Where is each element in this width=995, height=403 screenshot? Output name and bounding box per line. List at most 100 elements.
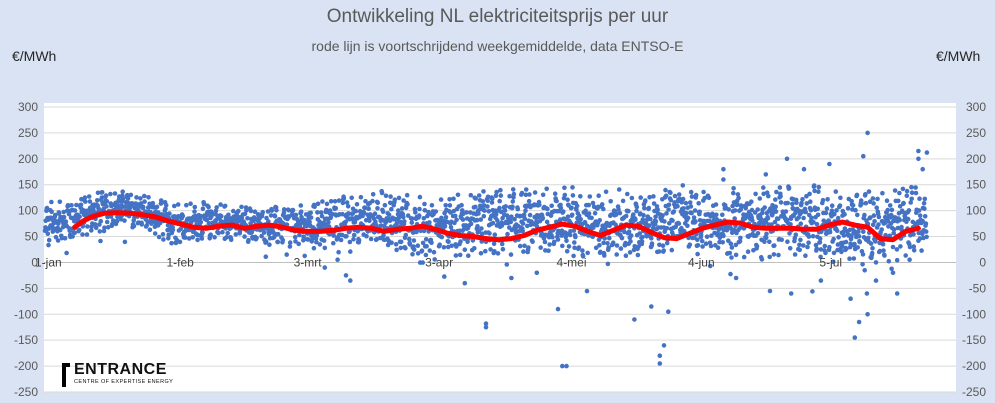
price-point — [670, 218, 675, 223]
price-point — [731, 186, 736, 191]
price-point — [526, 198, 532, 204]
price-point — [159, 200, 164, 205]
price-point — [447, 197, 452, 202]
price-point — [305, 237, 311, 242]
price-point — [919, 248, 924, 253]
price-point-outlier — [462, 280, 468, 286]
price-point — [597, 218, 602, 223]
price-point — [195, 237, 200, 243]
price-point — [785, 239, 790, 244]
price-point — [128, 192, 134, 198]
price-point — [340, 200, 346, 206]
price-point — [527, 192, 532, 197]
price-point-outlier — [852, 335, 858, 340]
price-point-outlier — [560, 363, 565, 369]
price-point — [308, 210, 314, 216]
price-point — [886, 258, 892, 264]
price-point — [104, 199, 110, 204]
price-point — [494, 189, 499, 195]
price-point — [801, 243, 806, 248]
price-point — [897, 204, 903, 209]
price-point — [767, 239, 772, 245]
price-point — [653, 214, 658, 220]
price-point — [512, 217, 517, 222]
price-point — [761, 185, 766, 190]
price-point — [267, 242, 272, 247]
price-point — [664, 211, 669, 216]
price-point — [84, 232, 90, 237]
price-point — [274, 208, 279, 213]
price-point — [375, 200, 381, 205]
price-point — [763, 219, 769, 224]
price-point — [862, 212, 867, 218]
price-point — [44, 205, 50, 211]
price-point — [206, 221, 212, 226]
price-point — [837, 203, 843, 208]
price-point — [626, 208, 631, 214]
price-point — [843, 239, 849, 245]
price-point — [468, 192, 474, 198]
price-point-outlier — [657, 361, 663, 366]
y-tick-label-right: 50 — [973, 230, 987, 244]
price-point — [648, 216, 653, 222]
price-point — [876, 214, 882, 220]
price-point — [154, 204, 160, 210]
x-tick-label: 1-feb — [166, 255, 194, 269]
price-point — [667, 221, 672, 226]
price-point — [520, 221, 526, 226]
price-point — [332, 199, 338, 204]
price-point-outlier — [890, 270, 896, 276]
price-point — [636, 244, 641, 249]
price-point — [401, 214, 406, 220]
price-point — [733, 252, 739, 258]
price-point — [709, 233, 714, 238]
price-point — [550, 234, 555, 240]
price-point — [224, 235, 229, 240]
price-point — [409, 220, 415, 225]
price-point — [290, 208, 296, 213]
price-point — [244, 208, 249, 213]
x-tick-label: 4-jun — [688, 255, 715, 269]
price-point — [186, 236, 192, 241]
price-point — [490, 196, 495, 202]
price-point — [321, 238, 327, 243]
price-point — [557, 217, 563, 222]
price-point — [396, 208, 401, 213]
price-point — [292, 234, 298, 240]
price-point — [913, 190, 919, 196]
price-point — [252, 209, 258, 214]
price-point — [63, 219, 69, 224]
price-point — [497, 205, 502, 211]
price-point — [576, 213, 582, 218]
price-point — [362, 205, 368, 211]
price-point — [897, 217, 902, 223]
price-point — [669, 247, 675, 253]
price-point — [817, 236, 823, 241]
price-point — [83, 199, 88, 204]
price-point — [375, 206, 380, 211]
price-point — [319, 210, 324, 215]
price-point — [404, 192, 410, 198]
price-point — [500, 246, 506, 252]
price-point — [880, 190, 885, 196]
price-point — [576, 245, 582, 250]
price-point — [346, 211, 351, 216]
price-point — [923, 229, 929, 234]
price-point — [341, 196, 347, 201]
price-point — [736, 195, 741, 201]
price-point — [192, 209, 197, 214]
price-point — [99, 190, 105, 195]
price-point — [829, 208, 835, 213]
price-point — [909, 196, 914, 202]
price-point — [552, 191, 558, 196]
price-point — [778, 193, 783, 199]
price-point — [822, 243, 828, 249]
price-point — [749, 207, 755, 213]
price-point — [857, 239, 863, 245]
price-point — [424, 244, 429, 249]
price-point — [57, 227, 63, 233]
price-point-outlier — [666, 309, 671, 315]
price-point — [204, 217, 210, 223]
price-point — [98, 218, 104, 224]
price-point-outlier — [555, 306, 561, 312]
